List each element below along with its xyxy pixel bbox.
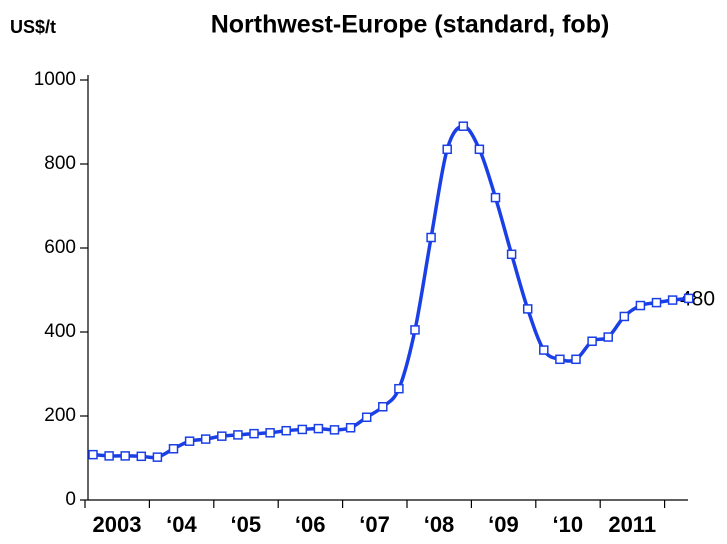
x-tick-label: ‘08 — [424, 512, 455, 537]
x-tick-label: 2011 — [608, 512, 656, 537]
marker — [104, 451, 114, 461]
marker — [571, 354, 581, 365]
marker — [635, 300, 646, 311]
y-tick-label: 200 — [44, 405, 76, 426]
marker — [522, 304, 533, 314]
x-tick-label: ‘04 — [166, 512, 197, 537]
y-tick-label: 600 — [44, 237, 76, 258]
marker — [329, 425, 340, 435]
marker — [313, 423, 324, 434]
y-tick-label: 0 — [65, 489, 76, 510]
marker — [539, 345, 549, 355]
x-tick-label: 2003 — [93, 512, 142, 537]
marker — [667, 295, 678, 305]
marker — [361, 412, 372, 423]
chart-title: Northwest-Europe (standard, fob) — [211, 11, 610, 39]
marker — [88, 449, 98, 460]
marker — [603, 332, 613, 342]
marker — [426, 232, 436, 243]
marker — [168, 444, 179, 454]
marker — [184, 436, 195, 446]
marker — [120, 451, 130, 461]
marker — [651, 297, 662, 308]
marker — [442, 144, 452, 155]
marker — [683, 293, 694, 304]
marker — [394, 383, 404, 394]
marker — [410, 325, 420, 335]
y-tick-label: 400 — [44, 321, 76, 342]
marker — [474, 144, 485, 155]
annotation: 480 — [680, 288, 715, 311]
marker — [200, 434, 211, 444]
line — [92, 124, 689, 460]
marker — [506, 249, 517, 260]
marker — [619, 311, 630, 322]
marker — [378, 402, 388, 412]
marker — [458, 121, 469, 131]
marker — [297, 424, 308, 435]
marker — [249, 428, 259, 439]
marker — [587, 336, 597, 346]
x-tick-label: ‘06 — [295, 512, 326, 537]
marker — [490, 192, 501, 203]
marker — [281, 425, 291, 436]
marker — [136, 451, 147, 462]
marker — [345, 423, 356, 433]
y-tick-label: 800 — [44, 153, 76, 174]
marker — [555, 354, 565, 365]
x-tick-label: ‘10 — [553, 512, 584, 537]
y-tick-label: 1000 — [34, 69, 76, 90]
x-tick-label: ‘09 — [488, 512, 519, 537]
marker — [265, 428, 275, 438]
marker — [217, 431, 227, 441]
y-axis-label: US$/t — [10, 17, 56, 37]
marker — [233, 430, 243, 440]
x-tick-label: ‘05 — [231, 512, 262, 537]
x-tick-label: ‘07 — [359, 512, 390, 537]
marker — [152, 452, 163, 462]
